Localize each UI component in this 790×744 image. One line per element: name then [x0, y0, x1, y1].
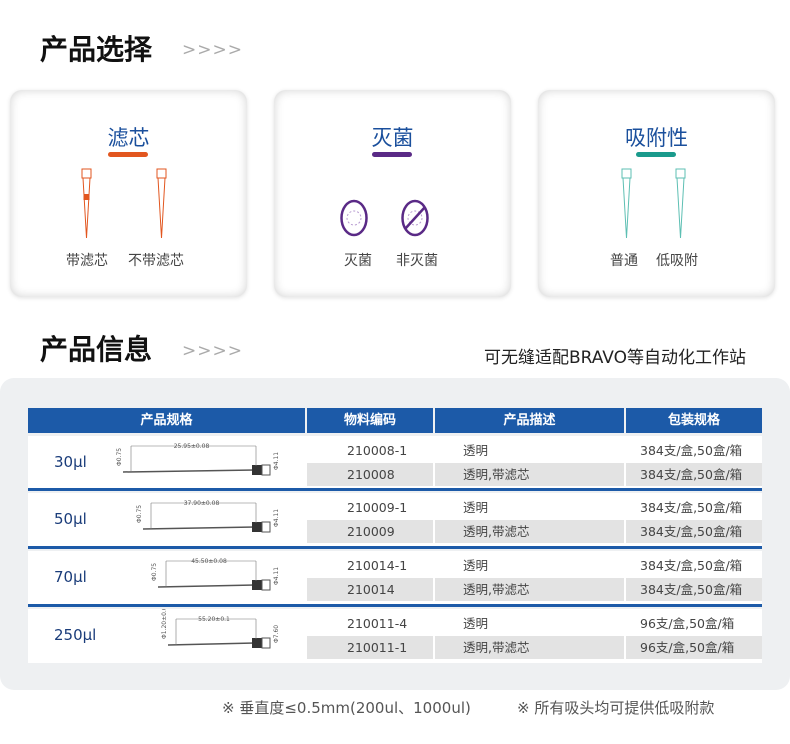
footer-note: ※ 所有吸头均可提供低吸附款: [517, 699, 715, 717]
description: 透明: [463, 616, 489, 631]
product-group: 70μl 45.50±0.08 Φ0.75 Φ4.11 210014-1 透明 384…: [28, 551, 762, 605]
tip-diameter: Φ0.75: [151, 563, 158, 581]
description: 透明: [463, 443, 489, 458]
group-divider: [28, 546, 762, 549]
tip-dimension-drawing: 45.50±0.08 Φ0.75 Φ4.11: [151, 558, 280, 591]
material-code: 210009: [307, 520, 433, 543]
material-code: 210011-1: [307, 636, 433, 659]
packaging: 96支/盒,50盒/箱: [640, 616, 735, 631]
card-title: 滤芯: [107, 126, 150, 150]
length-dimension: 25.95±0.08: [174, 443, 210, 450]
packaging: 384支/盒,50盒/箱: [640, 443, 743, 458]
tip-dimension-drawing: 37.90±0.08 Φ0.75 Φ4.11: [136, 500, 280, 533]
option-label: 不带滤芯: [128, 253, 184, 269]
tip-diameter: Φ0.75: [116, 448, 123, 466]
top-diameter: Φ4.11: [273, 567, 280, 585]
volume-label: 50μl: [54, 510, 87, 528]
length-dimension: 37.90±0.08: [184, 500, 220, 507]
accent-bar: [372, 152, 412, 157]
card-title: 灭菌: [371, 126, 414, 150]
option-label: 低吸附: [656, 253, 698, 269]
low-retention-tip-icon: [675, 168, 686, 239]
tip-dimension-drawing: 25.95±0.08 Φ0.75 Φ4.11: [116, 443, 280, 476]
description: 透明: [463, 558, 489, 573]
description: 透明,带滤芯: [435, 463, 624, 486]
product-group: 250μl 55.20±0.1 Φ1.20±0.05 Φ7.60 210011-4…: [28, 609, 762, 663]
top-diameter: Φ4.11: [273, 509, 280, 527]
description: 透明,带滤芯: [435, 578, 624, 601]
material-code: 210008: [307, 463, 433, 486]
material-code: 210011-4: [347, 616, 408, 631]
volume-label: 30μl: [54, 453, 87, 471]
compatibility-note: 可无缝适配BRAVO等自动化工作站: [483, 348, 746, 368]
group-divider: [28, 604, 762, 607]
packaging: 384支/盒,50盒/箱: [640, 500, 743, 515]
material-code: 210014: [307, 578, 433, 601]
option-label: 普通: [610, 253, 638, 269]
card-filter: 滤芯 带滤芯 不带滤芯: [10, 90, 247, 297]
description: 透明,带滤芯: [435, 636, 624, 659]
accent-bar: [108, 152, 148, 157]
material-code: 210009-1: [347, 500, 408, 515]
packaging: 384支/盒,50盒/箱: [626, 520, 762, 543]
option-label: 非灭菌: [396, 253, 438, 269]
section-title-product-info: 产品信息: [40, 333, 153, 366]
length-dimension: 45.50±0.08: [191, 558, 227, 565]
arrows-decoration: >>>>: [182, 40, 243, 60]
top-diameter: Φ4.11: [273, 452, 280, 470]
tip-diameter: Φ0.75: [136, 505, 143, 523]
option-label: 带滤芯: [66, 253, 108, 269]
packaging: 384支/盒,50盒/箱: [626, 578, 762, 601]
card-sterilization: 灭菌 灭菌 非灭菌: [274, 90, 511, 297]
tip-dimension-drawing: 55.20±0.1 Φ1.20±0.05 Φ7.60: [161, 609, 280, 649]
accent-bar: [636, 152, 676, 157]
material-code: 210008-1: [347, 443, 408, 458]
non-sterile-icon: [401, 199, 429, 237]
volume-label: 250μl: [54, 626, 97, 644]
material-code: 210014-1: [347, 558, 408, 573]
header-packaging: 包装规格: [626, 408, 762, 433]
product-group: 30μl 25.95±0.08 Φ0.75 Φ4.11 210008-1 透明 384…: [28, 436, 762, 490]
sterile-icon: [340, 199, 368, 237]
section-title-product-selection: 产品选择: [40, 33, 153, 66]
standard-tip-icon: [621, 168, 632, 239]
header-spec: 产品规格: [28, 408, 305, 433]
group-divider: [28, 488, 762, 491]
card-adsorption: 吸附性 普通 低吸附: [538, 90, 775, 297]
length-dimension: 55.20±0.1: [198, 616, 230, 623]
tip-with-filter-icon: [81, 168, 92, 239]
packaging: 384支/盒,50盒/箱: [626, 463, 762, 486]
volume-label: 70μl: [54, 568, 87, 586]
footer-note: ※ 垂直度≤0.5mm(200ul、1000ul): [222, 699, 471, 717]
arrows-decoration: >>>>: [182, 341, 243, 361]
header-desc: 产品描述: [435, 408, 624, 433]
description: 透明,带滤芯: [435, 520, 624, 543]
header-code: 物料编码: [307, 408, 433, 433]
top-diameter: Φ7.60: [273, 625, 280, 643]
product-group: 50μl 37.90±0.08 Φ0.75 Φ4.11 210009-1 透明 384…: [28, 493, 762, 547]
option-label: 灭菌: [344, 253, 372, 269]
tip-without-filter-icon: [156, 168, 167, 239]
tip-diameter: Φ1.20±0.05: [161, 609, 168, 639]
description: 透明: [463, 500, 489, 515]
packaging: 96支/盒,50盒/箱: [626, 636, 762, 659]
packaging: 384支/盒,50盒/箱: [640, 558, 743, 573]
card-title: 吸附性: [625, 126, 688, 150]
